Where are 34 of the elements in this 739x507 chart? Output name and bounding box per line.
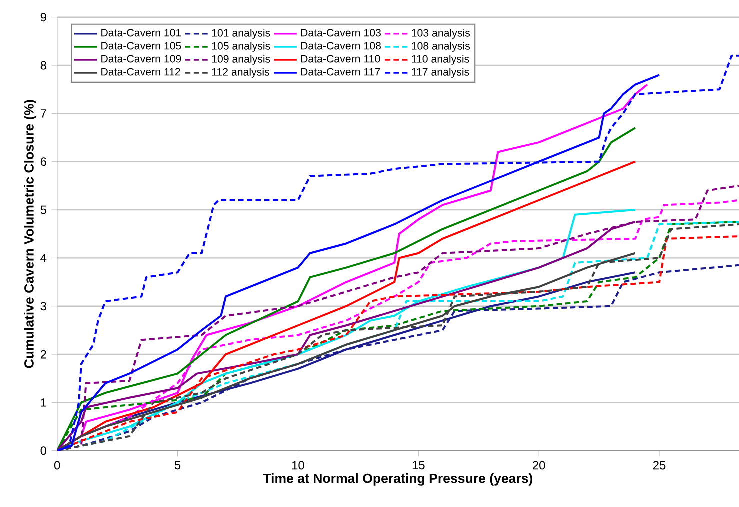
legend-label: Data-Cavern 105 [102, 42, 182, 50]
legend-label: 117 analysis [412, 68, 470, 78]
legend-label: 110 analysis [412, 55, 470, 66]
legend-label: 108 analysis [412, 42, 470, 52]
y-tick-label: 2 [40, 350, 46, 359]
y-tick-label: 9 [40, 13, 46, 22]
legend-label: Data-Cavern 101 [102, 29, 182, 37]
y-tick-label: 0 [40, 446, 47, 456]
x-axis-title: Time at Normal Operating Pressure (years) [263, 474, 533, 486]
legend-label: 105 analysis [212, 42, 270, 52]
legend-label: 101 analysis [212, 29, 270, 39]
legend-label: Data-Cavern 109 [102, 55, 182, 63]
x-tick-label: 20 [533, 461, 546, 470]
x-tick-label: 10 [292, 461, 304, 470]
y-tick-label: 1 [41, 398, 46, 407]
x-tick-label: 0 [54, 461, 60, 470]
x-tick-label: 15 [412, 461, 425, 470]
legend-label: Data-Cavern 117 [301, 68, 380, 76]
y-tick-label: 5 [40, 206, 46, 214]
x-tick-label: 5 [174, 461, 181, 470]
legend-label: Data-Cavern 110 [301, 55, 380, 63]
y-tick-label: 7 [40, 110, 46, 118]
legend-label: 109 analysis [212, 55, 270, 66]
legend-label: 112 analysis [212, 68, 270, 78]
y-tick-label: 6 [40, 158, 46, 166]
y-tick-label: 8 [40, 61, 46, 70]
legend-label: Data-Cavern 103 [301, 29, 381, 37]
y-tick-label: 4 [40, 254, 47, 262]
legend-label: 103 analysis [412, 29, 470, 39]
x-tick-label: 25 [653, 461, 666, 470]
legend-label: Data-Cavern 108 [301, 42, 381, 50]
y-tick-label: 3 [40, 302, 46, 311]
legend-label: Data-Cavern 112 [102, 68, 180, 76]
y-axis-title: Cumulative Cavern Volumetric Closure (%) [24, 100, 37, 368]
